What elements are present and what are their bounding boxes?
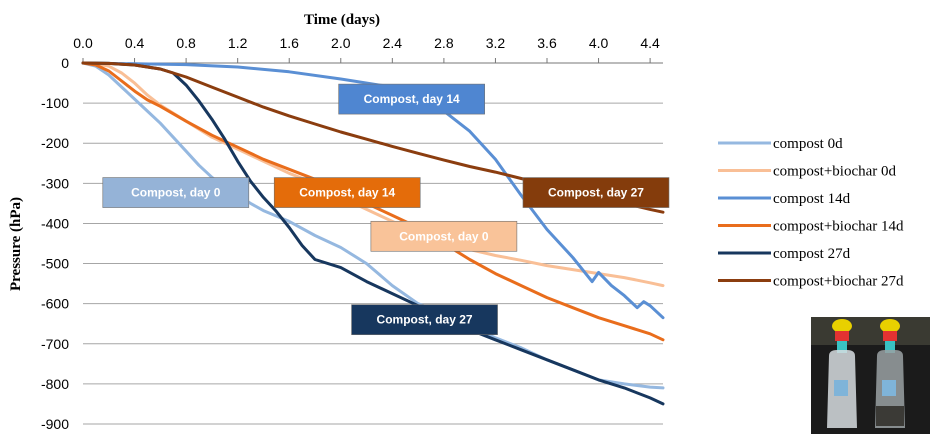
y-tick-label: 0 [61, 55, 69, 71]
legend-label: compost 27d [773, 246, 851, 262]
annotation-background [338, 83, 485, 115]
legend-label: compost+biochar 14d [773, 219, 904, 235]
annotation-label: Compost, day 0 [399, 229, 489, 243]
annotation-background [102, 177, 250, 208]
annotation-label: Compost, day 27 [377, 313, 473, 327]
y-tick-label: -700 [41, 336, 69, 352]
axes: 0 -100 -200 -300 -400 -500 -600 -700 -800 -900 0.0… [41, 35, 663, 432]
annotation-background [273, 177, 421, 208]
annotation-label: Compost, day 14 [299, 186, 395, 200]
annotation-box: Compost, day 27 [351, 304, 498, 336]
x-tick-label: 1.2 [228, 35, 248, 51]
annotation-label: Compost, day 0 [131, 186, 221, 200]
x-tick-label: 2.4 [383, 35, 403, 51]
y-tick-label: -400 [41, 215, 69, 231]
x-tick-label: 0.8 [176, 35, 196, 51]
annotation-label: Compost, day 14 [364, 92, 460, 106]
x-tick-label: 0.0 [73, 35, 93, 51]
x-tick-label: 3.2 [486, 35, 506, 51]
y-tick-label: -600 [41, 296, 69, 312]
y-tick-label: -800 [41, 376, 69, 392]
y-tick-label: -200 [41, 135, 69, 151]
x-tick-label: 2.0 [331, 35, 351, 51]
series-line-compost-27d [81, 61, 665, 406]
x-tick-label: 4.4 [640, 35, 660, 51]
annotation-background [351, 304, 498, 336]
bottle-photo [811, 317, 930, 434]
y-tick-label: -900 [41, 416, 69, 432]
legend-label: compost+biochar 27d [773, 274, 904, 290]
annotation-label: Compost, day 27 [548, 186, 644, 200]
y-tick-label: -500 [41, 256, 69, 272]
annotation-labels: Compost, day 14 Compost, day 0 Compost, da… [102, 83, 670, 336]
annotation-box: Compost, day 14 [338, 83, 485, 115]
x-tick-label: 1.6 [279, 35, 299, 51]
y-axis-title: Pressure (hPa) [8, 197, 24, 291]
legend-label: compost 14d [773, 191, 851, 207]
annotation-box: Compost, day 14 [273, 177, 421, 208]
annotation-box: Compost, day 0 [102, 177, 250, 208]
bottle-left [827, 319, 857, 428]
bottle-right [875, 319, 905, 428]
x-tick-label: 2.8 [434, 35, 454, 51]
annotation-box: Compost, day 0 [370, 220, 518, 252]
x-tick-label: 4.0 [589, 35, 609, 51]
x-tick-label: 3.6 [537, 35, 557, 51]
annotation-box: Compost, day 27 [522, 177, 670, 208]
y-tick-label: -100 [41, 95, 69, 111]
x-axis-title: Time (days) [304, 12, 380, 28]
annotation-background [370, 220, 518, 252]
y-tick-label: -300 [41, 175, 69, 191]
legend-label: compost+biochar 0d [773, 164, 897, 180]
legend: compost 0d compost+biochar 0d compost 14d c… [718, 136, 904, 290]
annotation-background [522, 177, 670, 208]
series-line-compost-14d [81, 61, 665, 320]
x-tick-label: 0.4 [125, 35, 145, 51]
legend-label: compost 0d [773, 136, 843, 152]
